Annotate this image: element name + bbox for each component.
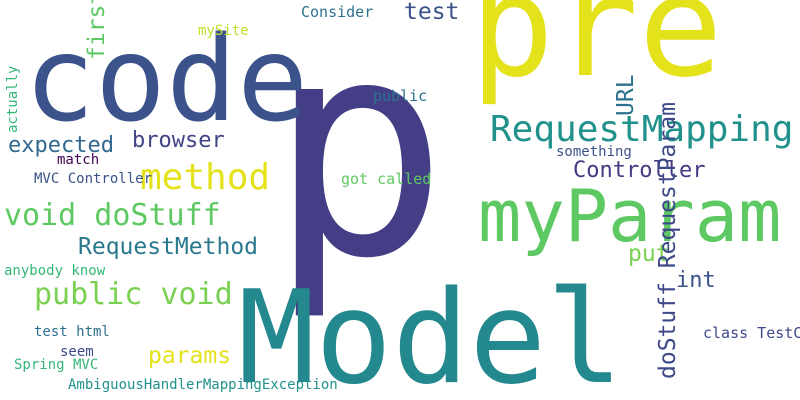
word-actually: class TestController — [703, 326, 800, 341]
word-code: code — [24, 20, 308, 138]
word-void-dostuff: void doStuff — [4, 201, 221, 231]
word-public-void: public void — [34, 280, 233, 310]
word-match: mySite — [198, 24, 249, 38]
word-pre: pre — [470, 0, 723, 98]
word-mysite: params — [148, 345, 231, 368]
word-ambiguous-exception: anybody know — [4, 264, 105, 278]
word-url: Spring MVC — [14, 358, 98, 372]
word-int: URL — [615, 74, 638, 116]
word-browser: browser — [132, 130, 225, 152]
word-something: Consider — [301, 5, 373, 20]
word-requestmethod: RequestMethod — [78, 236, 258, 259]
word-consider: int — [676, 270, 716, 292]
word-test-html: match — [57, 153, 99, 167]
word-public: doStuff RequestParam — [657, 102, 680, 379]
word-put: test — [404, 1, 459, 24]
word-dostuff-requestparam: AmbiguousHandlerMappingException — [68, 378, 338, 392]
word-spring-mvc: got called — [341, 172, 431, 187]
word-method: method — [140, 160, 270, 196]
word-controller: Controller — [573, 160, 705, 182]
word-seem: MVC Controller — [34, 172, 152, 186]
word-requestmapping: RequestMapping — [490, 112, 793, 148]
word-test: first — [86, 0, 109, 60]
word-got-called: public — [373, 89, 427, 104]
word-anybody-know: something — [556, 145, 632, 159]
word-mvc-controller: actually — [6, 66, 20, 133]
word-class-testcontroller: test html — [34, 325, 110, 339]
